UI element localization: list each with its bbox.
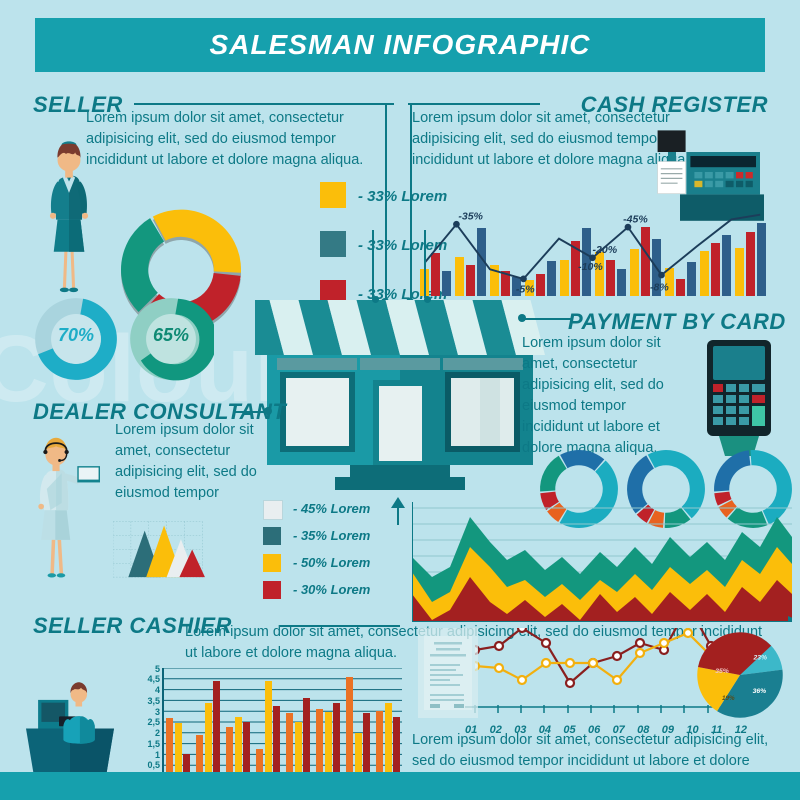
svg-text:-35%: -35%: [458, 210, 483, 222]
svg-text:-45%: -45%: [623, 213, 648, 225]
svg-text:-8%: -8%: [650, 281, 669, 293]
svg-text:-20%: -20%: [593, 244, 618, 256]
svg-text:23%: 23%: [753, 654, 768, 661]
svg-text:-5%: -5%: [516, 283, 535, 295]
svg-text:19%: 19%: [722, 695, 735, 702]
svg-text:36%: 36%: [753, 688, 767, 695]
svg-text:-10%: -10%: [578, 261, 603, 273]
svg-text:35%: 35%: [715, 668, 729, 675]
